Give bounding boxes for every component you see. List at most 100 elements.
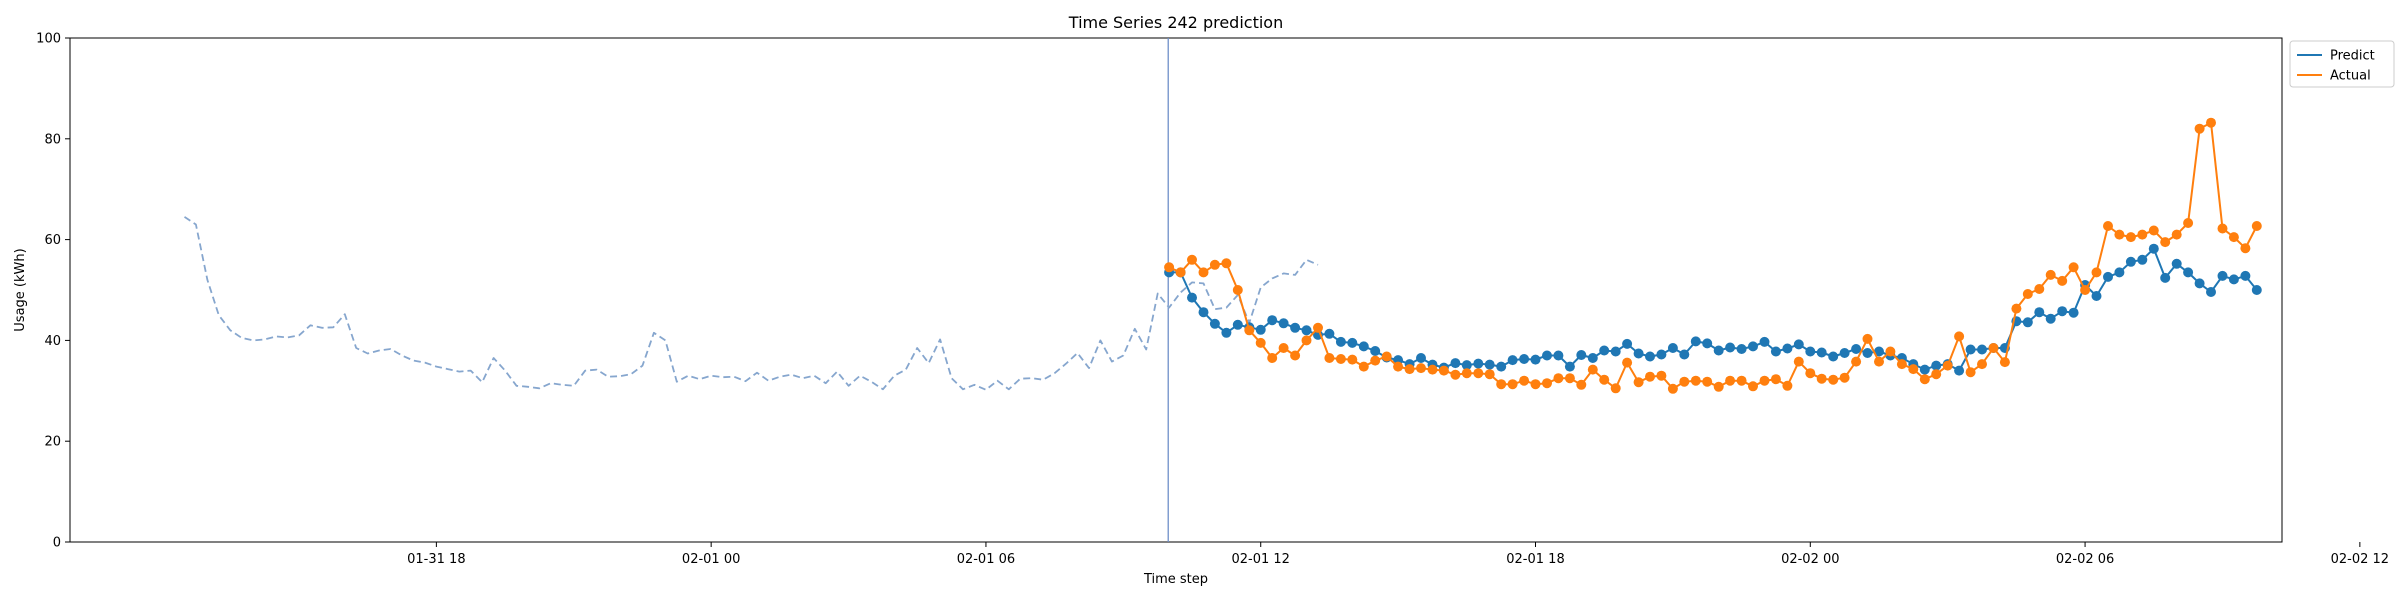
data-point-predict: [1816, 347, 1827, 358]
data-point-predict: [2057, 306, 2068, 317]
data-point-actual: [2183, 218, 2194, 228]
plot-frame: [69, 37, 2283, 543]
x-tick-label: 02-01 12: [1231, 552, 1289, 567]
data-point-actual: [1748, 381, 1758, 392]
data-point-predict: [1209, 318, 1220, 329]
data-point-actual: [2228, 232, 2239, 243]
data-point-actual: [1862, 333, 1873, 344]
data-point-actual: [1564, 373, 1575, 384]
data-point-actual: [2080, 285, 2091, 295]
y-tick-label: 60: [44, 233, 61, 248]
data-point-actual: [1587, 364, 1598, 375]
data-point-predict: [2217, 270, 2228, 281]
data-point-actual: [1175, 267, 1186, 278]
data-point-predict: [2103, 271, 2113, 282]
data-point-predict: [2194, 278, 2205, 289]
data-point-actual: [1954, 331, 1965, 342]
data-point-actual: [2240, 243, 2251, 254]
data-point-actual: [1977, 359, 1987, 370]
data-point-actual: [2217, 223, 2228, 234]
series-line-actual: [1168, 121, 2258, 390]
data-point-actual: [1542, 378, 1552, 389]
data-point-actual: [1633, 377, 1644, 388]
data-point-predict: [1736, 344, 1747, 354]
data-point-actual: [2194, 123, 2205, 134]
data-point-predict: [1461, 360, 1472, 371]
data-point-predict: [1759, 336, 1770, 347]
plot-area: 0 20 40 60 80 100 01-31 18 02-01 00 02-01 06 02-0…: [36, 32, 2389, 568]
data-point-actual: [2068, 262, 2079, 273]
data-point-actual: [1793, 356, 1804, 367]
data-point-predict: [1496, 361, 1507, 372]
data-point-predict: [1576, 350, 1587, 360]
data-point-actual: [1805, 368, 1816, 379]
x-tick-label: 02-02 06: [2056, 552, 2114, 567]
data-point-actual: [1370, 355, 1381, 366]
data-point-predict: [1198, 307, 1209, 318]
data-point-actual: [1576, 379, 1587, 390]
data-point-predict: [1324, 328, 1335, 339]
data-point-actual: [1770, 374, 1781, 385]
data-point-actual: [1187, 254, 1197, 265]
data-point-predict: [2240, 270, 2251, 281]
data-point-predict: [1713, 345, 1724, 356]
y-tick-label: 20: [44, 435, 61, 450]
data-point-actual: [1988, 343, 1999, 353]
data-point-actual: [1885, 346, 1896, 357]
data-point-predict: [2171, 258, 2182, 269]
data-point-actual: [1622, 357, 1633, 368]
data-point-predict: [2114, 267, 2125, 278]
y-tick-label: 100: [36, 32, 61, 47]
data-point-predict: [1793, 339, 1804, 350]
data-point-predict: [1645, 351, 1655, 362]
data-point-actual: [1874, 356, 1884, 367]
data-point-predict: [1931, 360, 1942, 371]
y-tick-label: 40: [44, 334, 61, 349]
data-point-predict: [1267, 315, 1278, 326]
data-point-predict: [1874, 346, 1884, 357]
data-point-actual: [1438, 365, 1449, 376]
data-point-actual: [2057, 275, 2068, 286]
data-point-actual: [1702, 376, 1713, 387]
data-point-predict: [2034, 307, 2045, 318]
data-point-actual: [1530, 379, 1541, 390]
data-point-actual: [2103, 221, 2113, 231]
data-point-actual: [1690, 375, 1701, 386]
data-point-predict: [1839, 348, 1850, 358]
data-point-actual: [1393, 361, 1404, 372]
data-point-predict: [2091, 291, 2102, 301]
data-point-actual: [2125, 232, 2136, 243]
data-point-actual: [1427, 364, 1438, 375]
data-point-predict: [2183, 267, 2194, 278]
data-point-actual: [2206, 117, 2216, 128]
data-point-predict: [1828, 351, 1839, 362]
data-point-predict: [2045, 313, 2056, 324]
data-point-actual: [1942, 360, 1953, 371]
data-point-actual: [1599, 374, 1610, 385]
data-point-actual: [1896, 359, 1907, 370]
data-point-predict: [1232, 319, 1243, 330]
data-point-actual: [1851, 356, 1862, 367]
data-point-actual: [1507, 379, 1518, 390]
data-point-predict: [1725, 342, 1736, 353]
y-tick-label: 0: [53, 536, 61, 551]
series-line-history: [184, 216, 1319, 391]
data-point-predict: [2206, 287, 2216, 297]
data-point-predict: [1656, 349, 1667, 360]
data-point-predict: [2148, 243, 2159, 254]
data-point-actual: [1473, 368, 1484, 379]
data-point-actual: [1908, 364, 1919, 375]
data-point-actual: [1232, 285, 1243, 295]
data-point-predict: [1221, 327, 1232, 338]
data-point-predict: [1553, 350, 1564, 361]
data-point-predict: [1702, 338, 1713, 349]
data-point-predict: [1919, 364, 1930, 375]
data-point-predict: [2068, 307, 2079, 318]
data-point-predict: [1587, 353, 1598, 363]
data-point-actual: [2251, 221, 2262, 231]
data-point-predict: [1622, 338, 1633, 349]
data-point-predict: [2022, 317, 2033, 328]
data-point-actual: [1931, 369, 1942, 380]
data-point-actual: [1782, 380, 1793, 391]
data-point-actual: [1679, 376, 1690, 387]
